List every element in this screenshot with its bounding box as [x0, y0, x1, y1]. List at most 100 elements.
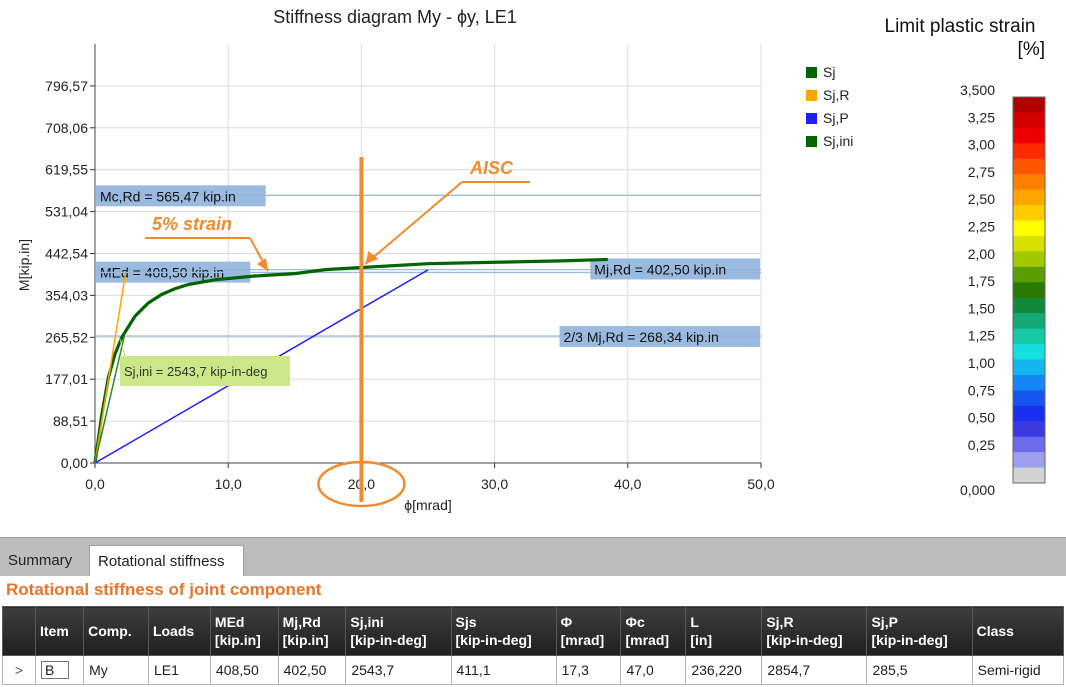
colorbar-tick-label: 1,75 — [968, 273, 995, 289]
y-axis-label: M[kip.in] — [16, 239, 32, 291]
cell-phic: 47,0 — [620, 655, 687, 685]
y-tick-label: 177,01 — [45, 371, 88, 387]
colorbar-swatch — [1013, 390, 1045, 407]
tab-rotational-stiffness[interactable]: Rotational stiffness — [89, 545, 244, 576]
legend-label: Sj,ini — [823, 133, 853, 149]
colorbar-tick-label: 1,50 — [968, 300, 995, 316]
colorbar-tick-label: 2,75 — [968, 164, 995, 180]
tab-summary[interactable]: Summary — [8, 552, 73, 569]
column-header[interactable]: L [in] — [685, 606, 763, 656]
column-header[interactable]: Sjs [kip-in-deg] — [450, 606, 557, 656]
column-header[interactable]: Sj,R [kip-in-deg] — [761, 606, 868, 656]
column-header[interactable]: Loads — [147, 606, 211, 656]
colorbar-swatch — [1013, 174, 1045, 191]
cell-sjr: 2854,7 — [761, 655, 868, 685]
column-header[interactable]: Φc [mrad] — [620, 606, 687, 656]
colorbar-swatch — [1013, 374, 1045, 391]
x-20-highlight-circle — [317, 460, 406, 508]
column-header-title: Sj,R — [766, 614, 794, 630]
tab-bar: Summary Rotational stiffness — [0, 537, 1066, 576]
colorbar-tick-label: 2,00 — [968, 246, 995, 262]
cell-item[interactable]: B — [34, 655, 85, 685]
column-header[interactable]: Mj,Rd [kip.in] — [277, 606, 347, 656]
colorbar-unit: [%] — [1018, 39, 1045, 60]
colorbar-frame — [1012, 96, 1046, 484]
column-header-title: Comp. — [88, 623, 132, 639]
colorbar-tick-label: 0,50 — [968, 410, 995, 426]
cell-med: 408,50 — [209, 655, 279, 685]
aisc-arrow — [364, 181, 463, 265]
strain-annotation: 5% strain — [152, 214, 232, 234]
colorbar-swatch — [1013, 112, 1045, 129]
colorbar-tick-label: 2,25 — [968, 219, 995, 235]
series-line-sj — [93, 257, 608, 464]
x-tick-label: 0,0 — [85, 476, 105, 492]
colorbar-swatch — [1013, 205, 1045, 222]
column-header-title: L — [690, 614, 699, 630]
colorbar-swatch — [1013, 97, 1045, 113]
strain-arrowhead — [257, 258, 268, 271]
section-title: Rotational stiffness of joint component — [6, 580, 322, 599]
legend-swatch — [806, 67, 817, 78]
column-header-title: Φc — [625, 614, 645, 630]
colorbar-swatch — [1013, 452, 1045, 469]
column-header-unit: [mrad] — [560, 632, 605, 648]
column-header-title: Class — [976, 623, 1014, 639]
table-header-row: Item Comp. Loads MEd [kip.in] Mj,Rd [kip.in] Sj… — [2, 606, 1065, 656]
column-header[interactable]: Φ [mrad] — [555, 606, 622, 656]
y-tick-label: 88,51 — [53, 413, 88, 429]
x-tick-label: 30,0 — [481, 476, 508, 492]
reference-label: Mj,Rd = 402,50 kip.in — [594, 261, 726, 277]
colorbar-swatch — [1013, 313, 1045, 330]
y-tick-label: 619,55 — [45, 162, 88, 178]
colorbar-swatch — [1013, 282, 1045, 299]
column-header[interactable]: Class — [971, 606, 1065, 656]
cell-l: 236,220 — [685, 655, 763, 685]
aisc-annotation: AISC — [469, 158, 514, 178]
colorbar-tick-label: 3,00 — [968, 137, 995, 153]
legend-swatch — [806, 136, 817, 147]
column-header-title: Sjs — [455, 614, 477, 630]
column-header-unit: [kip.in] — [282, 632, 329, 648]
x-tick-label: 40,0 — [614, 476, 641, 492]
column-header[interactable]: Sj,P [kip-in-deg] — [866, 606, 973, 656]
column-header[interactable]: Sj,ini [kip-in-deg] — [345, 606, 452, 656]
legend: Sj Sj,R Sj,P Sj,ini — [806, 64, 853, 149]
reference-label: Mc,Rd = 565,47 kip.in — [100, 188, 236, 204]
cell-class: Semi-rigid — [971, 655, 1065, 685]
x-tick-label: 10,0 — [215, 476, 242, 492]
column-header[interactable]: Item — [34, 606, 85, 656]
colorbar-tick-label: 1,25 — [968, 328, 995, 344]
row-expander-icon[interactable]: > — [2, 655, 36, 685]
column-header[interactable]: MEd [kip.in] — [209, 606, 279, 656]
y-tick-label: 796,57 — [45, 78, 88, 94]
colorbar-tick-label: 3,500 — [960, 82, 995, 98]
cell-loads: LE1 — [147, 655, 211, 685]
column-header-title: Sj,P — [871, 614, 898, 630]
colorbar-tick-label: 3,25 — [968, 109, 995, 125]
colorbar-swatch — [1013, 359, 1045, 376]
x-axis-label: ϕ[mrad] — [404, 497, 452, 513]
colorbar-swatch — [1013, 467, 1045, 484]
colorbar-swatch — [1013, 220, 1045, 237]
reference-label-box — [96, 185, 266, 207]
column-header[interactable] — [2, 606, 36, 656]
cell-sjp: 285,5 — [866, 655, 973, 685]
cell-phi: 17,3 — [555, 655, 622, 685]
series-line-sjini — [94, 335, 126, 464]
colorbar-swatch — [1013, 127, 1045, 144]
cell-mjrd: 402,50 — [277, 655, 347, 685]
legend-label: Sj,P — [823, 110, 849, 126]
column-header-title: Item — [40, 623, 69, 639]
y-tick-label: 354,03 — [45, 287, 88, 303]
column-header-title: Sj,ini — [350, 614, 384, 630]
cell-comp: My — [83, 655, 149, 685]
colorbar-swatch — [1013, 235, 1045, 252]
colorbar-tick-label: 0,75 — [968, 382, 995, 398]
aisc-arrowhead — [365, 251, 379, 264]
colorbar-swatch — [1013, 344, 1045, 360]
column-header[interactable]: Comp. — [83, 606, 149, 656]
column-header-title: Loads — [152, 623, 195, 639]
table-row[interactable]: > B My LE1 408,50 402,50 2543,7 411,1 17… — [2, 655, 1065, 685]
column-header-unit: [kip-in-deg] — [871, 632, 948, 648]
